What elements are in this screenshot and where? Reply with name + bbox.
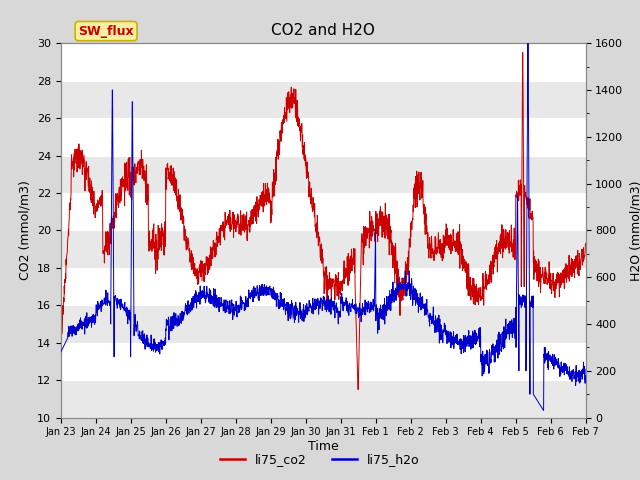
Y-axis label: H2O (mmol/m3): H2O (mmol/m3) (629, 180, 640, 281)
Title: CO2 and H2O: CO2 and H2O (271, 23, 375, 38)
Bar (61, 230, 586, 268)
Bar (61, 156, 586, 193)
Bar (61, 305, 586, 343)
Text: SW_flux: SW_flux (78, 24, 134, 37)
Bar (61, 6, 586, 43)
Legend: li75_co2, li75_h2o: li75_co2, li75_h2o (215, 448, 425, 471)
Bar (61, 81, 586, 118)
X-axis label: Time: Time (308, 440, 339, 453)
Bar (61, 380, 586, 418)
Y-axis label: CO2 (mmol/m3): CO2 (mmol/m3) (19, 180, 31, 280)
